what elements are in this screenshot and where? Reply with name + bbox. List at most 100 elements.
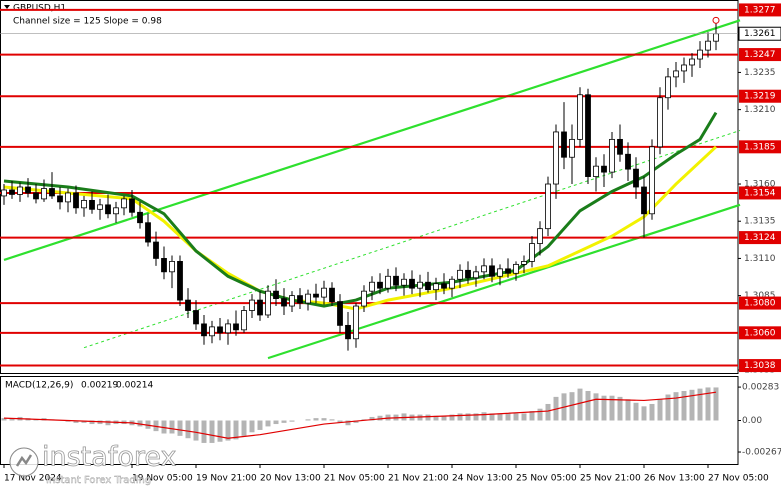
macd-bar (177, 420, 183, 436)
macd-bar (529, 411, 535, 421)
macd-bar (577, 388, 583, 421)
candle-body (217, 326, 223, 334)
macd-bar (201, 420, 207, 443)
candle-body (521, 260, 527, 265)
macd-bar (73, 420, 79, 423)
macd-title: MACD(12,26,9) (5, 381, 73, 391)
candle-body (449, 278, 455, 289)
candle-body (593, 165, 599, 177)
macd-bar (1, 418, 7, 421)
candle-body (25, 186, 31, 194)
candle-body (225, 323, 231, 334)
candle-body (185, 299, 191, 311)
candle-body (457, 269, 463, 280)
candle-body (601, 165, 607, 173)
macd-bar (569, 392, 575, 421)
candle-body (553, 131, 559, 185)
candle-body (257, 299, 263, 316)
macd-bar (369, 416, 375, 421)
macd-bar (585, 390, 591, 421)
candle-body (249, 299, 255, 311)
candle-body (417, 281, 423, 289)
candle-body (265, 290, 271, 316)
candle-body (161, 258, 167, 273)
macd-bar (713, 387, 719, 421)
channel-line (3, 19, 741, 261)
macd-bar (257, 420, 263, 430)
candle-body (409, 278, 415, 289)
level-label: 1.3185 (744, 142, 776, 152)
macd-bar (249, 420, 255, 433)
macd-bar (321, 418, 327, 421)
macd-bar (233, 420, 239, 440)
candle-body (369, 281, 375, 292)
candle-body (89, 199, 95, 210)
candle-body (273, 290, 279, 300)
candle-body (681, 64, 687, 72)
macd-value: 0.00219 (81, 381, 118, 391)
candle-body (513, 263, 519, 274)
macd-bar (209, 420, 215, 443)
candle-body (497, 268, 503, 277)
macd-bar (313, 418, 319, 421)
candle-body (289, 295, 295, 307)
macd-bar (9, 418, 15, 421)
candle-body (305, 293, 311, 304)
candle-body (649, 146, 655, 215)
candle-body (657, 97, 663, 148)
level-label-bg (739, 89, 781, 103)
candle-body (425, 281, 431, 291)
candle-body (321, 287, 327, 298)
macd-bar (225, 420, 231, 441)
macd-bar (241, 420, 247, 436)
candle-body (281, 298, 287, 307)
macd-bar (193, 420, 199, 441)
level-label-bg (739, 3, 781, 17)
candle-body (345, 324, 351, 340)
high-marker (712, 16, 720, 24)
candle-body (609, 138, 615, 173)
candle-body (545, 183, 551, 230)
logo-tagline: Instant Forex Trading (46, 475, 151, 486)
candle-body (73, 192, 79, 209)
macd-bar (697, 388, 703, 421)
candle-body (481, 265, 487, 273)
macd-bar (89, 420, 95, 425)
macd-bar (497, 413, 503, 421)
macd-bar (521, 413, 527, 421)
macd-bar (689, 389, 695, 421)
candle-body (1, 189, 7, 197)
macd-bar (441, 415, 447, 421)
y-tick-label: 1.3210 (744, 105, 776, 115)
macd-bar (329, 419, 335, 421)
symbol-title: GBPUSD,H1 (13, 4, 66, 14)
level-label: 1.3277 (744, 5, 776, 15)
x-tick-label: 21 Nov 05:00 (324, 474, 385, 484)
macd-bar (345, 420, 351, 426)
macd-bar (649, 403, 655, 421)
candle-body (505, 268, 511, 274)
macd-signal-value: 0.00214 (116, 381, 153, 391)
candle-body (17, 186, 23, 195)
candle-body (201, 323, 207, 337)
current-price-label: 1.3261 (744, 29, 776, 39)
level-label-bg (739, 326, 781, 340)
candle-body (585, 94, 591, 177)
candle-body (617, 138, 623, 155)
candle-body (625, 153, 631, 170)
macd-bar (545, 403, 551, 421)
candle-body (673, 70, 679, 78)
y-tick-label: 1.3135 (744, 217, 776, 227)
logo-name: instaforex (42, 442, 176, 473)
macd-bar (289, 420, 295, 422)
x-tick-label: 27 Nov 05:00 (708, 474, 769, 484)
candle-body (529, 243, 535, 262)
macd-bar (505, 413, 511, 421)
macd-bar (593, 393, 599, 421)
candle-body (49, 188, 55, 197)
candle-body (329, 287, 335, 302)
candle-body (233, 323, 239, 331)
candle-body (689, 58, 695, 66)
x-tick-label: 26 Nov 13:00 (644, 474, 705, 484)
